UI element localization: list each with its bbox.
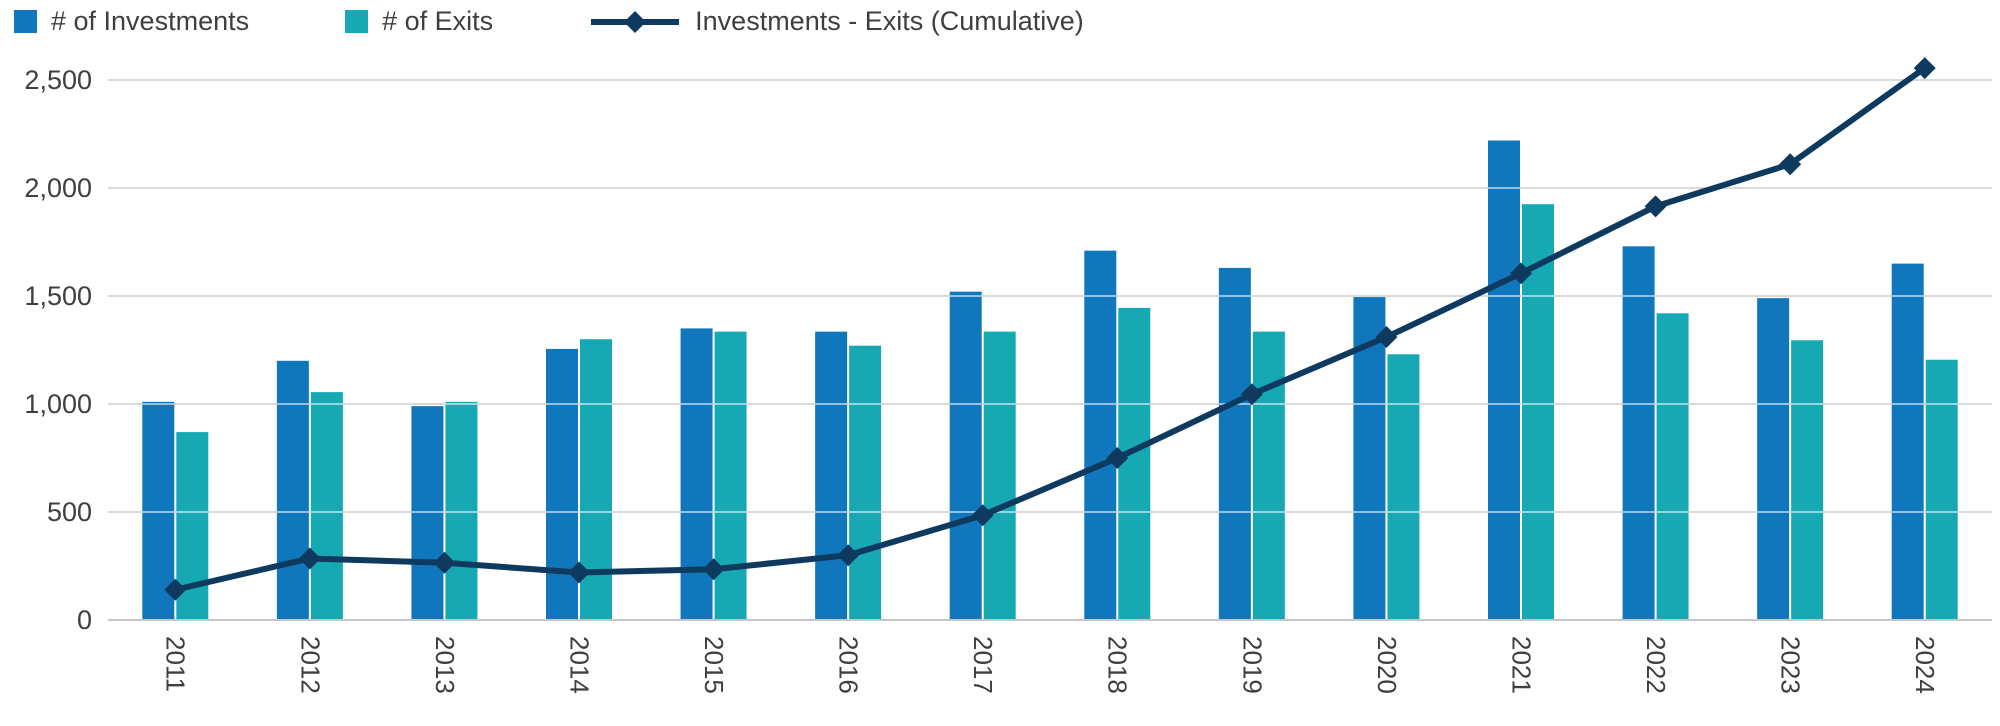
- y-axis-label: 2,500: [24, 65, 92, 95]
- cumulative-marker-2018: [1106, 447, 1129, 469]
- bars-group: [142, 140, 1958, 621]
- x-axis-label-2024: 2024: [1910, 636, 1940, 694]
- bar-investments-2021: [1488, 140, 1520, 621]
- bar-exits-2018: [1118, 307, 1151, 620]
- bar-exits-2015: [714, 331, 747, 620]
- x-axis-label-2015: 2015: [699, 636, 729, 694]
- legend-item-cumulative: Investments - Exits (Cumulative): [589, 6, 1084, 37]
- bar-investments-2012: [276, 360, 309, 620]
- cumulative-marker-2024: [1913, 57, 1936, 80]
- investments-swatch-icon: [14, 10, 37, 33]
- x-axis-label-2014: 2014: [564, 636, 594, 694]
- cumulative-line: [172, 65, 1928, 593]
- cumulative-marker-2020: [1375, 326, 1398, 349]
- x-axis-label-2021: 2021: [1506, 636, 1536, 694]
- cumulative-marker-2017: [971, 504, 994, 527]
- x-axis-label-2019: 2019: [1237, 636, 1267, 694]
- x-axis-label-2013: 2013: [430, 636, 460, 694]
- bar-investments-2019: [1218, 267, 1251, 620]
- cumulative-marker-2023: [1779, 153, 1802, 176]
- legend-item-investments: # of Investments: [14, 6, 249, 37]
- bar-exits-2022: [1656, 313, 1689, 620]
- bar-exits-2014: [580, 339, 612, 620]
- y-axis-label: 0: [77, 605, 92, 635]
- bar-investments-2011: [142, 401, 175, 620]
- cumulative-marker-2021: [1510, 262, 1532, 285]
- bar-exits-2020: [1387, 354, 1420, 620]
- x-axis-labels: 2011 2012 2013 2014 2015 2016 2017 2018 2019 2020…: [161, 636, 1940, 694]
- bar-exits-2016: [849, 345, 882, 620]
- bar-exits-2023: [1791, 340, 1824, 620]
- legend-label-investments: # of Investments: [51, 6, 250, 36]
- bar-investments-2015: [680, 328, 713, 620]
- cumulative-marker-2022: [1644, 195, 1667, 218]
- y-axis-label: 1,000: [24, 389, 92, 419]
- x-axis-label-2012: 2012: [295, 636, 325, 694]
- bar-exits-2012: [310, 392, 343, 620]
- cumulative-markers: [164, 57, 1936, 601]
- x-axis-label-2022: 2022: [1641, 636, 1671, 694]
- cumulative-marker-2016: [837, 544, 860, 567]
- x-axis-label-2011: 2011: [161, 636, 191, 692]
- y-axis-label: 1,500: [24, 281, 92, 311]
- bar-investments-2014: [546, 348, 578, 620]
- chart-legend: # of Investments # of Exits Investments …: [14, 6, 1084, 37]
- bar-exits-2019: [1252, 331, 1285, 620]
- x-axis-label-2020: 2020: [1372, 636, 1402, 694]
- bar-exits-2013: [445, 401, 478, 620]
- cumulative-marker-2012: [298, 547, 321, 570]
- bar-investments-2022: [1622, 246, 1655, 620]
- bar-investments-2016: [815, 331, 848, 620]
- y-axis-labels: 0 500 1,000 1,500 2,000 2,500: [24, 65, 92, 635]
- bar-exits-2024: [1925, 359, 1958, 620]
- exits-swatch-icon: [345, 10, 369, 33]
- bar-investments-2013: [411, 406, 444, 620]
- cumulative-marker-2015: [702, 558, 725, 581]
- x-axis-label-2018: 2018: [1103, 636, 1133, 694]
- bar-investments-2023: [1757, 298, 1790, 620]
- bar-exits-2017: [983, 331, 1016, 620]
- gridlines: [108, 79, 1992, 513]
- bar-investments-2017: [949, 291, 982, 620]
- y-axis-label: 500: [47, 497, 92, 527]
- cumulative-marker-2013: [433, 551, 456, 574]
- x-axis-label-2023: 2023: [1776, 636, 1806, 694]
- legend-label-exits: # of Exits: [382, 6, 494, 36]
- cumulative-marker-2011: [164, 578, 187, 601]
- bar-investments-2018: [1084, 250, 1117, 620]
- y-axis-label: 2,000: [24, 173, 92, 203]
- x-axis-label-2017: 2017: [968, 636, 998, 694]
- legend-label-cumulative: Investments - Exits (Cumulative): [695, 6, 1084, 36]
- cumulative-marker-2014: [568, 561, 590, 584]
- legend-item-exits: # of Exits: [345, 6, 493, 37]
- cumulative-marker-2019: [1240, 383, 1263, 406]
- bar-investments-2024: [1891, 263, 1924, 620]
- cumulative-line-swatch-icon: [591, 10, 680, 33]
- x-axis-label-2016: 2016: [834, 636, 864, 694]
